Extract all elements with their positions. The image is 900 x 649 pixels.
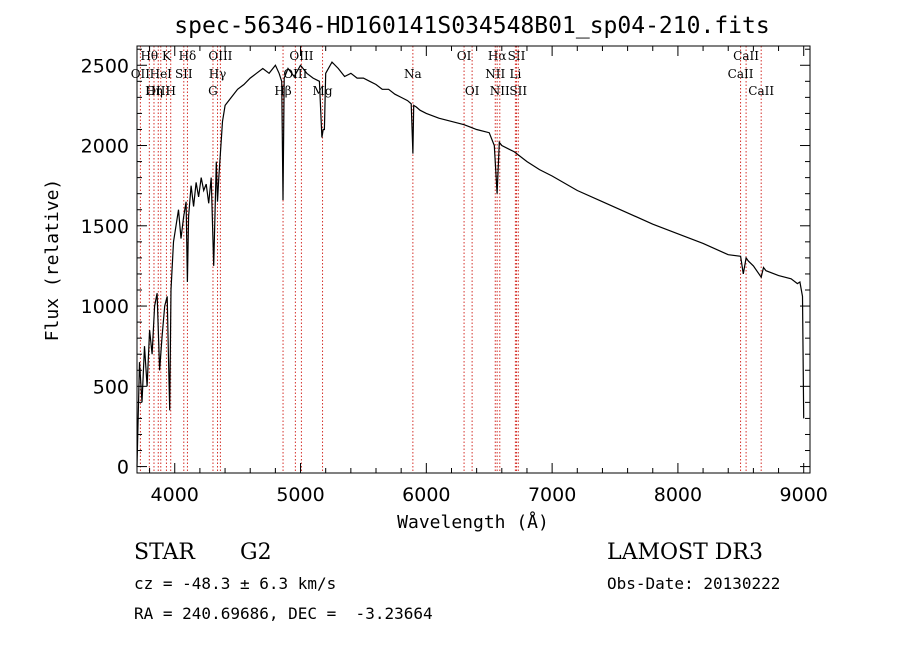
plot-frame: [136, 45, 811, 474]
chart-title: spec-56346-HD160141S034548B01_sp04-210.f…: [174, 13, 769, 39]
marker-label: OIII: [208, 49, 232, 63]
x-tick-label: 6000: [402, 484, 450, 506]
marker-label: HeI: [150, 67, 173, 81]
marker-label: OIII: [146, 84, 170, 98]
y-tick-label: 0: [117, 457, 129, 479]
marker-label: OIII: [289, 49, 313, 63]
marker-label: K: [162, 49, 172, 63]
x-tick-label: 4000: [151, 484, 199, 506]
spectral-subclass: G2: [240, 540, 272, 565]
marker-label: OI: [457, 49, 472, 63]
marker-label: SII: [509, 84, 527, 98]
marker-label: Hα: [488, 49, 507, 63]
survey-name: LAMOST DR3: [607, 540, 763, 565]
x-tick-label: 7000: [528, 484, 576, 506]
spectrum-line: [136, 61, 805, 467]
y-tick-label: 1500: [81, 216, 129, 238]
marker-label: OI: [465, 84, 480, 98]
marker-label: SII: [508, 49, 526, 63]
marker-label: NII: [485, 67, 505, 81]
marker-label: Hβ: [274, 84, 291, 98]
obs-date: Obs-Date: 20130222: [607, 574, 781, 593]
object-class: STAR: [134, 540, 195, 565]
axis-ticks: 4000 5000 6000 7000 8000 9000 0 500 1000 1500 2000…: [81, 46, 828, 506]
x-tick-label: 5000: [276, 484, 324, 506]
marker-label: Hη: [145, 84, 163, 98]
x-tick-label: 8000: [654, 484, 702, 506]
marker-label: Hδ: [179, 49, 197, 63]
marker-label: Li: [509, 67, 521, 81]
marker-label: Mg: [313, 84, 333, 98]
y-tick-label: 2500: [81, 55, 129, 77]
marker-label: Hγ: [209, 67, 227, 81]
marker-label: OII: [131, 67, 151, 81]
marker-label: NII: [490, 84, 510, 98]
y-tick-label: 2000: [81, 136, 129, 158]
marker-label: Na: [404, 67, 422, 81]
marker-label: CaII: [733, 49, 759, 63]
marker-label: CaII: [748, 84, 774, 98]
ra-dec: RA = 240.69686, DEC = -3.23664: [134, 604, 433, 623]
x-tick-label: 9000: [780, 484, 828, 506]
y-tick-label: 500: [93, 376, 129, 398]
redshift-cz: cz = -48.3 ± 6.3 km/s: [134, 574, 337, 593]
marker-label: H: [165, 84, 175, 98]
y-tick-label: 1000: [81, 296, 129, 318]
marker-label: G: [208, 84, 218, 98]
marker-label: CaII: [728, 67, 754, 81]
y-axis-label: Flux (relative): [42, 179, 63, 342]
x-axis-label: Wavelength (Å): [397, 511, 549, 533]
marker-label: SII: [175, 67, 193, 81]
marker-label: Hθ: [140, 49, 158, 63]
